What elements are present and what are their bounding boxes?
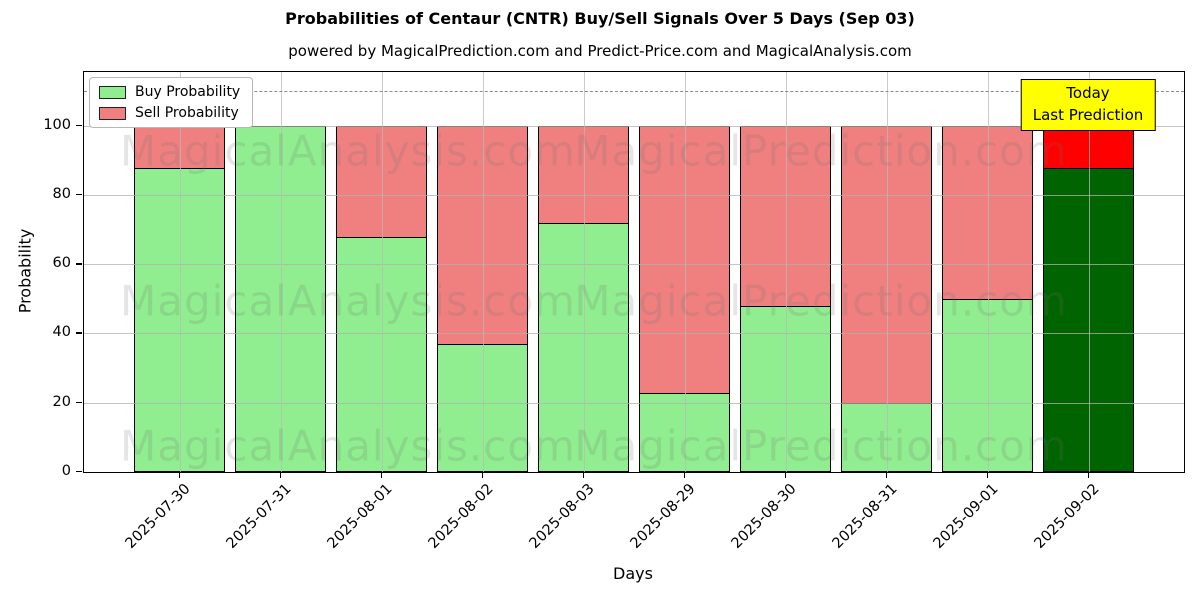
x-tick [481,472,483,478]
x-tick-label-text: 2025-08-03 [526,481,598,552]
gridline-h [84,264,1184,266]
sell-probability-swatch [99,106,126,120]
y-tick [76,263,82,265]
y-tick-label: 80 [52,185,71,202]
legend-label-buy: Buy Probability [135,84,241,100]
y-tick [76,332,82,334]
x-tick-label-text: 2025-08-01 [324,481,396,552]
y-tick-label: 100 [43,116,71,133]
chart-title: Probabilities of Centaur (CNTR) Buy/Sell… [285,9,915,28]
legend: Buy Probability Sell Probability [89,77,254,128]
y-tick [76,193,82,196]
gridline-v [583,72,585,472]
x-axis-title: Days [613,564,653,583]
gridline-v [280,72,282,472]
x-tick [986,472,988,478]
plot-area: MagicalAnalysis.com MagicalPrediction.com… [83,71,1185,473]
watermark-text: MagicalAnalysis.com [120,421,576,471]
y-tick-label: 0 [61,463,71,479]
today-annotation: Today Last Prediction [1020,79,1156,131]
legend-label-sell: Sell Probability [135,105,239,121]
x-tick [582,472,584,478]
x-tick-label-text: 2025-08-31 [829,481,901,552]
legend-item-buy: Buy Probability [99,85,240,99]
gridline-v [482,72,484,472]
gridline-h [84,194,1184,196]
gridline-v [1088,72,1090,472]
gridline-h [84,333,1184,335]
y-tick [76,124,82,126]
watermark-text: MagicalPrediction.com [574,126,1068,176]
y-tick-label: 40 [52,324,71,341]
x-tick-label-text: 2025-08-29 [627,481,699,552]
x-tick-label-text: 2025-08-02 [425,481,497,552]
y-tick [76,471,82,473]
gridline-h [84,125,1184,127]
watermark-text: MagicalAnalysis.com [120,276,576,326]
watermark-text: MagicalPrediction.com [574,276,1068,326]
x-tick-label-text: 2025-07-30 [122,481,194,552]
y-tick [76,401,82,404]
gridline-v [886,72,888,472]
watermark-text: MagicalPrediction.com [574,421,1068,471]
y-tick-label: 20 [52,393,71,410]
annotation-line2: Last Prediction [1032,105,1144,124]
dashed-threshold-line [84,91,1184,93]
x-tick [1087,472,1089,478]
x-tick-label-text: 2025-07-31 [223,481,295,552]
chart-subtitle: powered by MagicalPrediction.com and Pre… [288,42,912,60]
gridline-h [84,402,1184,404]
x-tick-label-text: 2025-09-02 [1031,481,1103,552]
x-tick [279,472,281,478]
buy-probability-swatch [99,85,126,99]
x-tick [784,472,786,478]
x-tick [683,472,685,478]
gridline-v [987,72,989,472]
legend-item-sell: Sell Probability [99,106,240,120]
gridline-v [684,72,686,472]
x-tick-label-text: 2025-09-01 [930,481,1002,552]
gridline-v [785,72,787,472]
y-tick-label: 60 [52,255,71,272]
gridline-v [381,72,383,472]
x-tick [178,472,180,478]
x-tick [885,472,887,478]
watermark-text: MagicalAnalysis.com [120,126,576,176]
x-tick-label-text: 2025-08-30 [728,481,800,552]
annotation-line1: Today [1066,84,1110,102]
x-tick [380,472,382,478]
gridline-v [179,72,181,472]
